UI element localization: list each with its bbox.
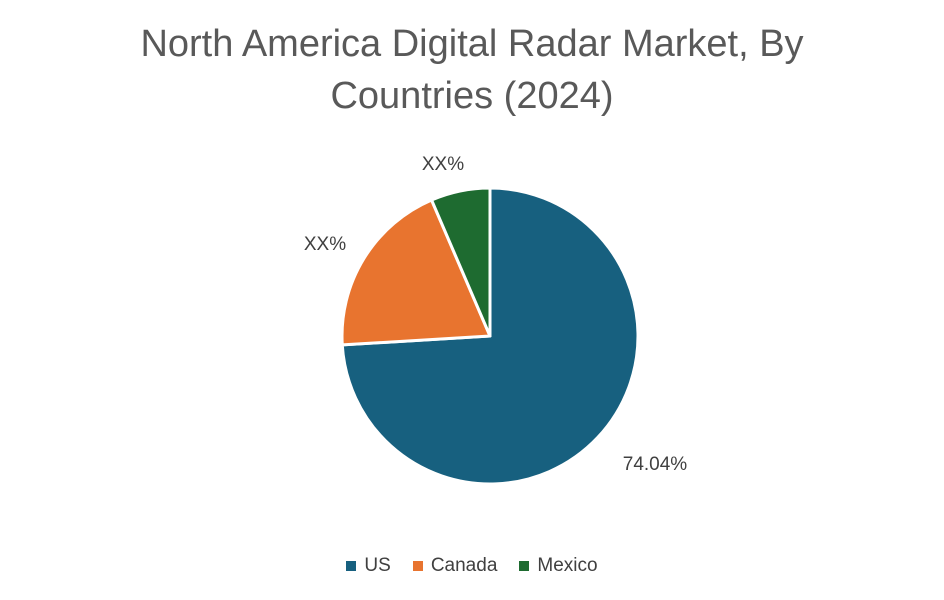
chart-title-line-2: Countries (2024): [330, 75, 614, 117]
legend-item-us: US: [346, 555, 391, 577]
legend-label-us: US: [364, 555, 391, 576]
pie-slice-canada: [340, 198, 492, 347]
legend-swatch-canada: [412, 561, 423, 571]
legend: US Canada Mexico: [0, 555, 944, 577]
legend-label-canada: Canada: [430, 555, 498, 576]
legend-swatch-us: [346, 561, 357, 571]
pie-data-labels: 74.04% XX% XX%: [304, 154, 687, 475]
legend-label-mexico: Mexico: [537, 555, 598, 576]
pie-slice-mexico: [430, 186, 492, 338]
legend-item-canada: Canada: [412, 555, 498, 577]
pie-slices: [340, 186, 640, 486]
data-label-us: 74.04%: [623, 454, 688, 475]
data-label-canada: XX%: [304, 234, 346, 255]
legend-swatch-mexico: [519, 561, 530, 571]
chart-title: North America Digital Radar Market, By C…: [0, 18, 944, 122]
legend-item-mexico: Mexico: [519, 555, 598, 577]
data-label-mexico: XX%: [422, 154, 464, 175]
chart-title-line-1: North America Digital Radar Market, By: [140, 23, 804, 65]
